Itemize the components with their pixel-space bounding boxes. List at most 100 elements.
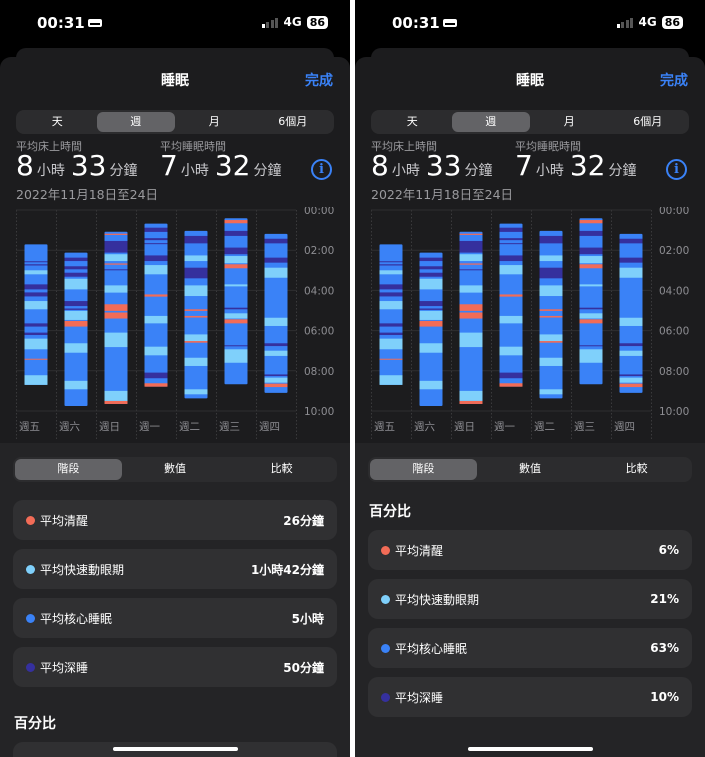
tab-range-2[interactable]: 月 — [563, 115, 575, 128]
stage-segment-rem — [579, 284, 603, 287]
stage-segment-deep — [579, 307, 603, 310]
tab-view-0[interactable]: 階段 — [370, 459, 477, 480]
info-icon[interactable]: i — [311, 159, 332, 180]
hour-unit: 小時 — [391, 163, 420, 179]
stage-segment-deep — [144, 372, 168, 379]
stage-segment-awake — [224, 220, 248, 224]
stage-segment-deep — [379, 261, 403, 263]
stage-segment-deep — [264, 374, 288, 377]
stage-value: 6% — [658, 543, 679, 557]
x-tick-label: 週日 — [99, 421, 120, 433]
stage-row-awake[interactable]: 平均清醒 26分鐘 — [13, 500, 337, 540]
stage-segment-rem — [24, 338, 48, 350]
sleep-bar-週日 — [104, 231, 128, 404]
tab-range-3[interactable]: 6個月 — [633, 115, 663, 128]
x-tick-label: 週三 — [574, 421, 595, 433]
in_bed-hours: 8 — [16, 149, 34, 182]
stage-segment-awake — [499, 294, 523, 297]
stage-segment-rem — [64, 380, 88, 390]
tab-view-0[interactable]: 階段 — [15, 459, 122, 480]
stage-label: 平均快速動眼期 — [40, 562, 125, 577]
rem-dot-icon — [381, 594, 390, 604]
stage-segment-rem — [264, 317, 288, 326]
info-icon[interactable]: i — [666, 159, 687, 180]
x-tick-label: 週日 — [454, 421, 475, 433]
stage-segment-deep — [419, 301, 443, 307]
asleep-value: 7 小時 32 分鐘 — [160, 151, 284, 186]
stage-segment-deep — [24, 292, 48, 297]
stage-segment-rem — [419, 310, 443, 320]
stage-row-rem[interactable]: 平均快速動眼期 1小時42分鐘 — [13, 549, 337, 589]
sheet-title: 睡眠 — [161, 73, 189, 89]
stage-segment-awake — [619, 383, 643, 388]
tab-range-0[interactable]: 天 — [406, 115, 418, 128]
stage-segment-core — [379, 244, 403, 385]
date-range: 2022年11月18日至24日 — [371, 187, 514, 202]
stage-row-awake[interactable]: 平均清醒 6% — [368, 530, 692, 570]
stage-segment-core — [64, 252, 88, 406]
sleep-bar-週日 — [459, 231, 483, 404]
stage-segment-deep — [264, 257, 288, 263]
stage-segment-deep — [539, 235, 563, 244]
asleep-value: 7 小時 32 分鐘 — [515, 151, 639, 186]
stage-segment-rem — [419, 380, 443, 390]
sleep-bar-週三 — [224, 218, 248, 385]
tab-range-3[interactable]: 6個月 — [278, 115, 308, 128]
asleep-minutes: 32 — [569, 149, 606, 182]
stage-segment-core — [144, 223, 168, 387]
home-indicator[interactable] — [113, 747, 238, 751]
stage-segment-awake — [579, 319, 603, 324]
bed-icon — [442, 19, 457, 27]
sleep-bar-週二 — [184, 230, 208, 399]
home-indicator[interactable] — [468, 747, 593, 751]
range-segmented-control: 天 週 月 6個月 — [371, 110, 689, 134]
y-tick-label: 06:00 — [659, 326, 689, 338]
minute-unit: 分鐘 — [464, 163, 493, 179]
tab-view-2[interactable]: 比較 — [625, 462, 648, 475]
tab-range-1[interactable]: 週 — [96, 112, 175, 132]
stage-segment-deep — [184, 235, 208, 244]
stage-segment-deep — [264, 343, 288, 347]
in-bed-label: 平均床上時間 — [371, 140, 437, 153]
stage-segment-awake — [104, 304, 128, 311]
stage-segment-deep — [499, 227, 523, 232]
x-tick-label: 週一 — [494, 421, 515, 433]
stage-segment-rem — [144, 346, 168, 356]
stage-row-deep[interactable]: 平均深睡 10% — [368, 677, 692, 717]
stage-segment-awake — [184, 341, 208, 343]
stage-segment-deep — [619, 343, 643, 347]
stage-segment-rem — [379, 301, 403, 310]
stage-row-rem[interactable]: 平均快速動眼期 21% — [368, 579, 692, 619]
stage-segment-deep — [379, 332, 403, 336]
tab-range-0[interactable]: 天 — [51, 115, 63, 128]
stage-segment-rem — [224, 313, 248, 319]
stage-row-core[interactable]: 平均核心睡眠 5小時 — [13, 598, 337, 638]
stage-segment-rem — [144, 265, 168, 275]
range-segmented-control: 天 週 月 6個月 — [16, 110, 334, 134]
stage-segment-awake — [144, 383, 168, 387]
stage-segment-awake — [264, 383, 288, 388]
tab-view-1[interactable]: 數值 — [164, 462, 186, 475]
stage-segment-rem — [459, 332, 483, 348]
tab-range-1[interactable]: 週 — [451, 112, 530, 132]
stage-segment-rem — [539, 389, 563, 395]
awake-dot-icon — [26, 515, 35, 525]
done-button[interactable]: 完成 — [305, 73, 333, 89]
stage-segment-rem — [64, 278, 88, 290]
stage-value: 50分鐘 — [283, 660, 324, 675]
stage-segment-rem — [379, 338, 403, 350]
hour-unit: 小時 — [180, 163, 209, 179]
deep-dot-icon — [381, 692, 390, 702]
x-tick-label: 週五 — [19, 421, 40, 433]
tab-view-2[interactable]: 比較 — [270, 462, 293, 475]
done-button[interactable]: 完成 — [660, 73, 688, 89]
stage-segment-deep — [379, 323, 403, 327]
tab-range-2[interactable]: 月 — [208, 115, 220, 128]
stage-segment-rem — [104, 285, 128, 293]
stage-row-core[interactable]: 平均核心睡眠 63% — [368, 628, 692, 668]
x-tick-label: 週三 — [219, 421, 240, 433]
view-segmented-control: 階段 數值 比較 — [368, 457, 692, 482]
stage-row-deep[interactable]: 平均深睡 50分鐘 — [13, 647, 337, 687]
tab-view-1[interactable]: 數值 — [519, 462, 541, 475]
stage-segment-deep — [379, 264, 403, 266]
